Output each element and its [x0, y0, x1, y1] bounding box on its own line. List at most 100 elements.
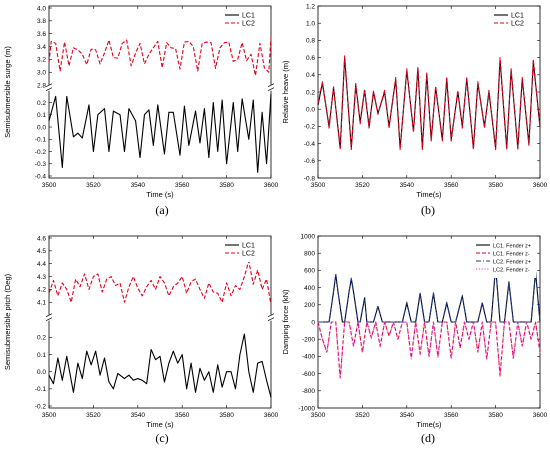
series-line-3 — [317, 321, 541, 380]
y-tick-label: 0.8 — [306, 38, 315, 45]
y-tick-label: 0.6 — [306, 55, 315, 62]
series-line-2 — [318, 265, 541, 323]
caption-d: (d) — [421, 431, 435, 445]
chart-panel-2: 3500 3520 3540 3560 3580 3600 Time (s) Semisubm… — [3, 235, 279, 429]
legend-label: LC2 — [242, 251, 255, 258]
series-line-1 — [48, 36, 272, 77]
series-line-0 — [48, 93, 272, 173]
x-tick-label: 3580 — [488, 412, 503, 419]
y-axis-label: Semisubmersible surge (m) — [3, 46, 12, 138]
x-tick-label: 3500 — [42, 182, 57, 189]
x-tick-label: 3580 — [488, 182, 503, 189]
legend-label: LC1 — [511, 13, 524, 20]
x-tick-label: 3540 — [131, 412, 146, 419]
y-tick-label: -0.2 — [35, 149, 47, 156]
x-tick-label: 3580 — [219, 412, 234, 419]
x-tick-label: 3540 — [400, 182, 415, 189]
y-tick-label: -800 — [302, 388, 315, 395]
y-tick-label: 1.2 — [306, 3, 315, 10]
series-line-1 — [317, 321, 541, 379]
axis-break-mark — [267, 317, 275, 322]
y-tick-label: 200 — [304, 302, 315, 309]
y-tick-label: -600 — [302, 371, 315, 378]
y-tick-label: 0.2 — [37, 335, 46, 342]
axis-break-gap — [268, 314, 274, 321]
y-tick-label: 3.0 — [37, 70, 46, 77]
x-axis-label: Time(s) — [416, 420, 442, 429]
y-tick-label: 4.0 — [37, 5, 46, 12]
legend-label: LC2 — [242, 21, 255, 28]
x-axis-label: Time(s) — [416, 190, 442, 199]
series-line-0 — [48, 333, 272, 398]
chart-panel-1: 3500 3520 3540 3560 3580 3600 Time(s) Relative … — [281, 3, 548, 199]
y-axis-label: Damping force (kN) — [281, 289, 290, 355]
legend-label: LC2 — [511, 21, 524, 28]
chart-panel-0: 3500 3520 3540 3560 3580 3600 Time (s) Semisubm… — [3, 5, 279, 199]
y-tick-label: -0.4 — [35, 173, 47, 180]
x-tick-label: 3520 — [86, 182, 101, 189]
legend-label: LC1 — [242, 243, 255, 250]
y-tick-label: -0.1 — [35, 137, 47, 144]
y-tick-label: -400 — [302, 354, 315, 361]
x-tick-label: 3600 — [533, 412, 548, 419]
y-tick-label: 4.1 — [37, 300, 46, 307]
y-axis-label: Relative heave (m) — [281, 60, 290, 123]
y-tick-label: -0.6 — [304, 158, 316, 165]
legend-label: LC2. Fender z+ — [493, 260, 531, 266]
x-tick-label: 3500 — [311, 412, 326, 419]
x-tick-label: 3540 — [400, 412, 415, 419]
y-tick-label: -0.8 — [304, 175, 316, 182]
y-tick-label: 4.6 — [37, 235, 46, 242]
axis-break-mark — [45, 83, 53, 88]
y-tick-label: -0.2 — [35, 403, 47, 410]
y-axis-label: Semisubmersible pitch (Deg) — [3, 273, 12, 370]
x-tick-label: 3500 — [42, 412, 57, 419]
y-tick-label: 400 — [304, 285, 315, 292]
y-tick-label: 3.8 — [37, 18, 46, 25]
legend-label: LC2. Fender z- — [493, 268, 530, 274]
x-tick-label: 3600 — [264, 412, 279, 419]
y-tick-label: -200 — [302, 337, 315, 344]
axis-break-mark — [267, 313, 275, 318]
x-tick-label: 3560 — [444, 412, 459, 419]
y-tick-label: 4.5 — [37, 248, 46, 255]
caption-c: (c) — [155, 431, 169, 445]
chart-panel-3: 3500 3520 3540 3560 3580 3600 Time(s) Damping f… — [281, 233, 548, 429]
y-tick-label: -0.3 — [35, 161, 47, 168]
y-tick-label: 4.2 — [37, 287, 46, 294]
y-tick-label: 3.6 — [37, 31, 46, 38]
y-tick-label: 1.0 — [306, 21, 315, 28]
y-tick-label: 0.1 — [37, 352, 46, 359]
y-tick-label: 0.0 — [37, 369, 46, 376]
caption-a: (a) — [155, 203, 169, 217]
y-tick-label: 0.2 — [306, 89, 315, 96]
y-tick-label: 1000 — [301, 233, 316, 240]
x-tick-label: 3520 — [86, 412, 101, 419]
y-tick-label: 600 — [304, 268, 315, 275]
x-tick-label: 3560 — [175, 182, 190, 189]
axis-break-gap — [46, 84, 52, 91]
axis-break-mark — [267, 83, 275, 88]
axis-break-mark — [45, 313, 53, 318]
x-tick-label: 3600 — [264, 182, 279, 189]
legend-box — [474, 240, 536, 278]
plot-frame — [48, 5, 272, 179]
plot-frame — [48, 235, 272, 409]
x-axis-label: Time (s) — [146, 190, 174, 199]
y-tick-label: 800 — [304, 251, 315, 258]
y-tick-label: 0.1 — [37, 112, 46, 119]
series-line-1 — [48, 260, 272, 305]
x-tick-label: 3580 — [219, 182, 234, 189]
x-tick-label: 3540 — [131, 182, 146, 189]
axis-break-mark — [267, 87, 275, 92]
x-axis-label: Time (s) — [146, 420, 174, 429]
y-tick-label: 0.0 — [306, 107, 315, 114]
x-tick-label: 3560 — [444, 182, 459, 189]
legend-label: LC1 — [242, 13, 255, 20]
y-tick-label: -0.4 — [304, 141, 316, 148]
x-tick-label: 3520 — [355, 412, 370, 419]
x-tick-label: 3560 — [175, 412, 190, 419]
x-tick-label: 3520 — [355, 182, 370, 189]
axis-break-gap — [268, 84, 274, 91]
